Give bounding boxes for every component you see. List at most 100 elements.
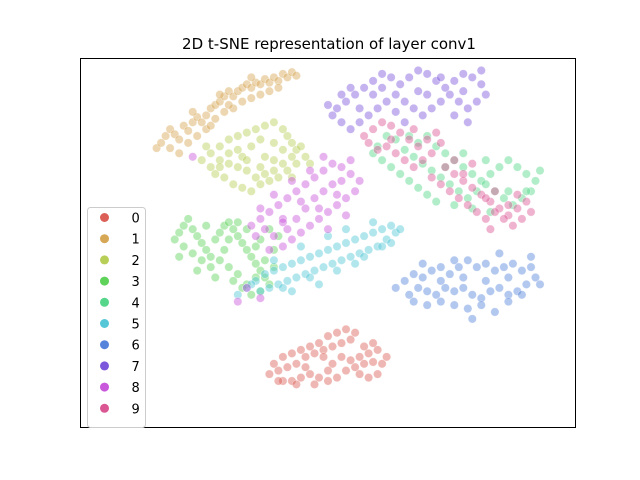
- point-class-1: [291, 71, 301, 81]
- point-class-8: [314, 204, 324, 214]
- point-class-1: [210, 100, 220, 110]
- point-class-8: [242, 283, 252, 293]
- plot-area-frame: [80, 58, 576, 428]
- point-class-0: [373, 369, 383, 379]
- point-class-7: [458, 69, 468, 79]
- point-class-4: [472, 186, 482, 196]
- point-class-2: [278, 124, 288, 134]
- point-class-7: [463, 117, 473, 127]
- point-class-6: [413, 283, 423, 293]
- point-class-4: [445, 179, 455, 189]
- legend-marker-4: [100, 297, 109, 307]
- point-class-4: [400, 145, 410, 155]
- point-class-9: [377, 117, 387, 127]
- point-class-9: [373, 145, 383, 155]
- point-class-1: [219, 107, 229, 117]
- point-class-0: [341, 324, 351, 334]
- point-class-8: [336, 162, 346, 172]
- point-class-6: [391, 283, 401, 293]
- point-class-6: [503, 272, 513, 282]
- point-class-5: [269, 255, 279, 265]
- point-class-9: [440, 162, 450, 172]
- point-class-9: [490, 186, 500, 196]
- point-class-1: [260, 74, 270, 84]
- point-class-7: [368, 90, 378, 100]
- point-class-3: [188, 224, 198, 234]
- point-class-0: [314, 338, 324, 348]
- point-class-2: [215, 162, 225, 172]
- point-class-4: [404, 176, 414, 186]
- legend: 0 1 2 3 4 5 6 7 8 9: [87, 207, 146, 428]
- point-class-0: [264, 369, 274, 379]
- point-class-4: [481, 179, 491, 189]
- series-9: [359, 117, 536, 234]
- point-class-4: [382, 131, 392, 141]
- point-class-4: [503, 186, 513, 196]
- point-class-6: [449, 255, 459, 265]
- point-class-8: [300, 179, 310, 189]
- point-class-0: [327, 341, 337, 351]
- point-class-8: [269, 231, 279, 241]
- point-class-2: [201, 141, 211, 151]
- point-class-4: [512, 162, 522, 172]
- point-class-9: [512, 204, 522, 214]
- point-class-3: [242, 279, 252, 289]
- point-class-2: [228, 179, 238, 189]
- point-class-7: [327, 110, 337, 120]
- point-class-4: [427, 166, 437, 176]
- point-class-3: [188, 248, 198, 258]
- point-class-4: [476, 176, 486, 186]
- point-class-8: [251, 231, 261, 241]
- point-class-2: [269, 138, 279, 148]
- point-class-5: [332, 266, 342, 276]
- point-class-7: [355, 117, 365, 127]
- point-class-5: [246, 279, 256, 289]
- point-class-8: [346, 169, 356, 179]
- legend-marker-6: [100, 340, 109, 350]
- point-class-7: [377, 83, 387, 93]
- point-class-4: [409, 152, 419, 162]
- point-class-9: [485, 224, 495, 234]
- point-class-7: [413, 86, 423, 96]
- point-class-2: [305, 159, 315, 169]
- point-class-7: [422, 69, 432, 79]
- point-class-2: [219, 173, 229, 183]
- point-class-7: [436, 72, 446, 82]
- point-class-4: [494, 162, 504, 172]
- point-class-8: [264, 207, 274, 217]
- point-class-8: [346, 155, 356, 165]
- point-class-9: [445, 186, 455, 196]
- point-class-2: [282, 131, 292, 141]
- point-class-9: [427, 148, 437, 158]
- point-class-0: [364, 373, 374, 383]
- point-class-7: [346, 124, 356, 134]
- point-class-9: [467, 159, 477, 169]
- point-class-1: [201, 110, 211, 120]
- point-class-3: [251, 272, 261, 282]
- point-class-3: [179, 242, 189, 252]
- point-class-3: [237, 238, 247, 248]
- point-class-3: [206, 252, 216, 262]
- point-class-9: [490, 207, 500, 217]
- point-class-1: [197, 117, 207, 127]
- point-class-1: [219, 91, 229, 101]
- point-class-1: [179, 121, 189, 131]
- point-class-4: [485, 169, 495, 179]
- point-class-7: [382, 97, 392, 107]
- point-class-9: [481, 193, 491, 203]
- point-class-7: [463, 103, 473, 113]
- point-class-8: [318, 152, 328, 162]
- point-class-4: [467, 169, 477, 179]
- point-class-7: [355, 103, 365, 113]
- point-class-9: [449, 169, 459, 179]
- point-class-4: [449, 200, 459, 210]
- point-class-2: [278, 159, 288, 169]
- point-class-5: [305, 272, 315, 282]
- point-class-8: [291, 214, 301, 224]
- point-class-3: [269, 245, 279, 255]
- point-class-6: [526, 262, 536, 272]
- point-class-1: [255, 79, 265, 89]
- point-class-8: [269, 190, 279, 200]
- point-class-3: [246, 290, 256, 300]
- point-class-6: [436, 262, 446, 272]
